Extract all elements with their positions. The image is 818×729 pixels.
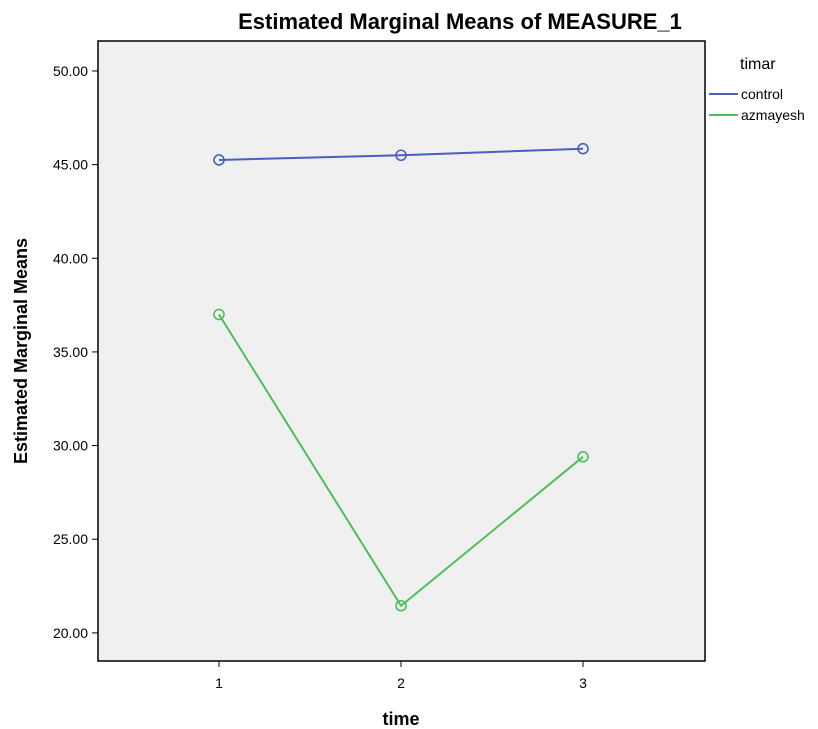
y-tick-label: 40.00 bbox=[53, 250, 88, 266]
y-tick-label: 30.00 bbox=[53, 438, 88, 454]
y-tick-label: 50.00 bbox=[53, 63, 88, 79]
y-tick-label: 25.00 bbox=[53, 531, 88, 547]
x-tick-label: 1 bbox=[215, 675, 223, 691]
x-tick-label: 2 bbox=[397, 675, 405, 691]
series-line-control bbox=[218, 147, 584, 161]
y-axis-title: Estimated Marginal Means bbox=[11, 238, 31, 464]
data-point-azmayesh bbox=[395, 599, 407, 612]
legend: timar control azmayesh bbox=[709, 56, 805, 123]
data-point-control bbox=[577, 142, 589, 155]
x-axis: 1 2 3 bbox=[215, 661, 587, 691]
series-control bbox=[213, 142, 589, 166]
data-point-control bbox=[213, 154, 225, 166]
x-tick-label: 3 bbox=[579, 675, 587, 691]
data-point-azmayesh bbox=[213, 308, 225, 321]
legend-label: azmayesh bbox=[741, 107, 805, 123]
y-axis: 20.00 25.00 30.00 35.00 40.00 45.00 50.00 bbox=[53, 63, 98, 641]
y-tick-label: 20.00 bbox=[53, 625, 88, 641]
data-point-azmayesh bbox=[577, 451, 589, 463]
series-group bbox=[213, 142, 589, 612]
legend-label: control bbox=[741, 86, 783, 102]
y-tick-label: 45.00 bbox=[53, 157, 88, 173]
plot-area bbox=[97, 40, 706, 662]
legend-item-control: control bbox=[709, 86, 783, 102]
legend-item-azmayesh: azmayesh bbox=[709, 107, 805, 123]
legend-title: timar bbox=[740, 56, 776, 73]
series-line-azmayesh bbox=[218, 313, 584, 608]
chart-title: Estimated Marginal Means of MEASURE_1 bbox=[238, 9, 682, 34]
x-axis-title: time bbox=[382, 709, 419, 729]
data-point-control bbox=[395, 149, 407, 162]
series-azmayesh bbox=[213, 308, 589, 612]
y-tick-label: 35.00 bbox=[53, 344, 88, 360]
